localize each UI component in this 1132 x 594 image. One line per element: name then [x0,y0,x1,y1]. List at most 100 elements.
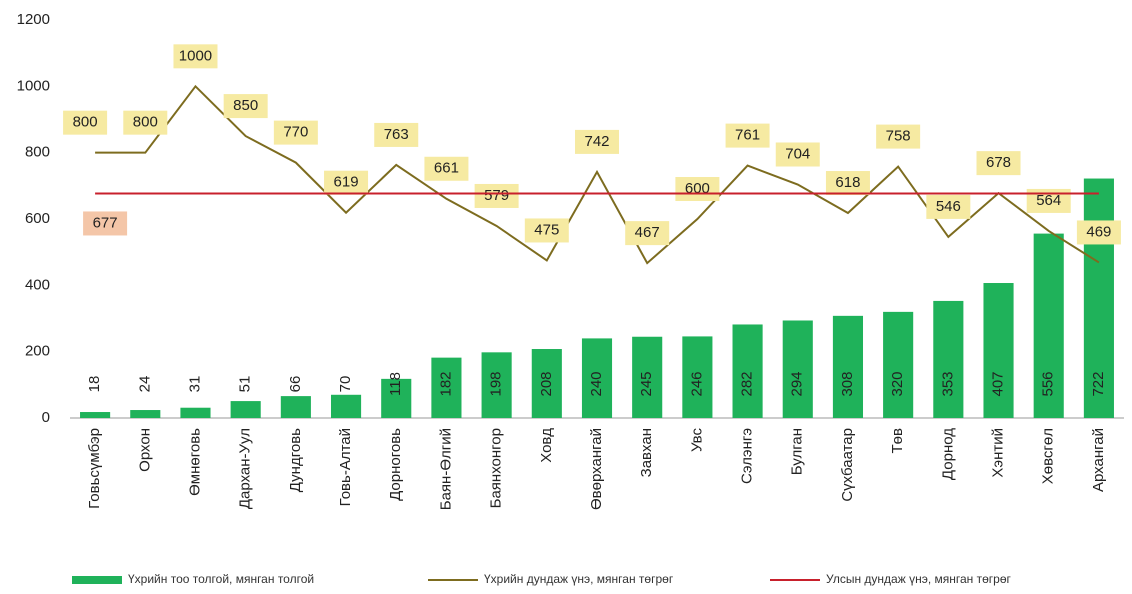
bar [883,311,914,418]
bar-label: 118 [387,372,404,396]
y-tick-label: 400 [25,276,50,293]
bar-label: 31 [186,376,203,393]
bar [832,315,864,418]
x-tick-label: Увс [688,428,705,452]
bar-label: 320 [889,371,906,396]
bar-label: 722 [1090,371,1107,396]
bar [180,407,211,418]
data-label: 564 [1036,192,1061,209]
data-label-box [926,194,971,219]
x-tick-label: Говь-Алтай [337,428,354,506]
bar [632,336,663,418]
data-label: 1000 [179,47,212,64]
bar [481,352,512,418]
data-label: 770 [283,124,308,141]
data-label-box [223,94,268,119]
x-tick-label: Дундговь [287,428,304,492]
bar [431,357,462,418]
legend-swatch [72,576,122,584]
bar [381,378,412,418]
bar-label: 282 [739,371,756,396]
x-tick-label: Сүхбаатар [839,428,856,502]
bar [1033,233,1064,418]
data-label: 579 [484,187,509,204]
bar-label: 245 [638,371,655,396]
data-label-box [575,129,619,154]
bar-label: 308 [839,371,856,396]
data-label: 618 [835,174,860,191]
bar-label: 18 [86,376,103,393]
x-tick-label: Хөвсгөл [1040,428,1057,484]
x-tick-label: Сэлэнгэ [739,428,756,484]
bar [933,300,964,418]
x-tick-label: Архангай [1090,428,1107,492]
data-label: 546 [936,198,961,215]
data-label-box [976,151,1021,176]
bar-label: 51 [237,376,254,393]
x-tick-label: Дархан-Уул [237,428,254,509]
data-label: 469 [1086,223,1111,240]
data-label: 677 [93,214,118,231]
data-label: 761 [735,127,760,144]
data-label: 619 [334,174,359,191]
bar [732,324,763,418]
data-label-box [825,171,870,196]
bar-label: 556 [1040,371,1057,396]
y-tick-label: 1000 [17,77,50,94]
x-tick-label: Төв [889,428,906,454]
data-label-box [775,142,820,167]
data-label-box [876,124,921,149]
data-label: 704 [785,145,810,162]
data-label: 742 [584,133,609,150]
y-tick-label: 800 [25,144,50,161]
x-tick-label: Өвөрхангай [588,428,605,510]
data-label: 475 [534,221,559,238]
x-tick-label: Говьсүмбэр [86,428,103,509]
bar-label: 294 [789,371,806,396]
x-tick-label: Ховд [538,428,555,463]
x-tick-label: Дорнод [939,428,956,480]
legend-label: Үхрийн тоо толгой, мянган толгой [128,572,314,586]
bar [230,401,261,418]
bar [782,320,813,418]
x-tick-label: Орхон [136,428,153,472]
x-tick-label: Баян-Өлгий [437,428,454,510]
x-tick-label: Дорноговь [387,428,404,501]
x-tick-label: Завхан [638,428,655,477]
bar [130,410,161,418]
data-label: 678 [986,154,1011,171]
legend-label: Улсын дундаж үнэ, мянган төгрөг [826,572,1012,586]
legend-label: Үхрийн дундаж үнэ, мянган төгрөг [484,572,674,586]
data-label-box [173,44,218,69]
data-label: 800 [133,114,158,131]
data-label-box [675,177,720,201]
data-label-box [273,120,318,145]
bar-label: 24 [136,376,153,393]
data-label: 800 [73,114,98,131]
y-tick-label: 200 [25,343,50,360]
y-tick-label: 0 [42,409,50,426]
bar [682,336,713,418]
bar [330,394,362,418]
data-label-box [123,110,168,135]
y-tick-label: 1200 [17,11,50,28]
x-tick-label: Баянхонгор [488,428,505,508]
data-label-box [324,170,369,195]
bar-label: 246 [688,371,705,396]
data-label-box [83,211,128,236]
data-label: 763 [384,126,409,143]
x-tick-label: Хэнтий [989,428,1006,478]
bar-label: 240 [588,371,605,396]
bar-label: 208 [538,371,555,396]
bar-label: 66 [287,376,304,393]
bar-label: 353 [939,371,956,396]
data-label: 850 [233,97,258,114]
bar [280,396,311,418]
data-label-box [474,183,519,208]
bar [983,283,1014,418]
bar-label: 198 [488,371,505,396]
data-label-box [1076,220,1121,245]
data-label: 661 [434,160,459,177]
data-label-box [63,110,108,135]
data-label-box [725,123,770,148]
